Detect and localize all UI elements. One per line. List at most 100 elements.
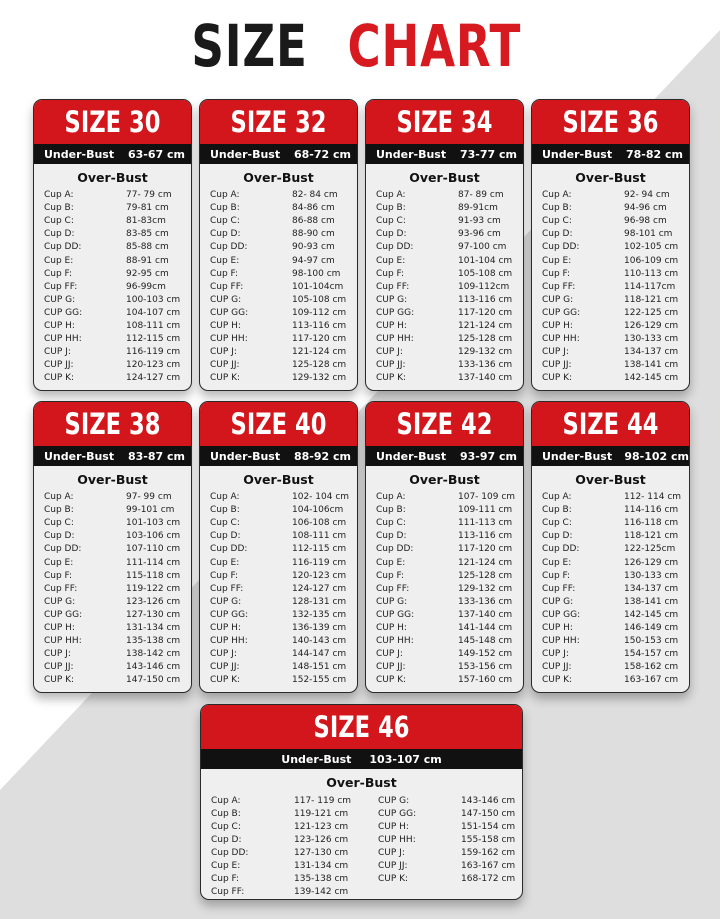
cup-label: CUP H:	[542, 623, 573, 633]
cup-label: CUP H:	[376, 623, 407, 633]
cup-label: Cup D:	[44, 229, 75, 240]
cup-label: Cup DD:	[542, 544, 580, 555]
cup-range: 87- 89 cm	[458, 190, 504, 200]
size-card: SIZE 38 Under-Bust 83-87 cm Over-Bust Cup A:…	[33, 401, 192, 693]
size-title: SIZE 44	[562, 407, 659, 441]
cup-range: 113-116 cm	[458, 294, 513, 305]
cup-label: CUP GG:	[376, 307, 415, 318]
cup-range: 163-167 cm	[624, 675, 679, 686]
cup-label: CUP K:	[44, 675, 75, 686]
cup-range: 129-132 cm	[292, 373, 347, 384]
cup-label: CUP GG:	[542, 307, 581, 318]
cup-range: 135-138 cm	[294, 874, 349, 884]
cup-range: 142-145 cm	[624, 373, 679, 384]
cup-range: 117- 119 cm	[294, 796, 352, 806]
size-card: SIZE 44 Under-Bust 98-102 cm Over-Bust Cup A…	[531, 401, 690, 693]
card-header: SIZE 34	[366, 100, 523, 144]
cup-label: Cup F:	[210, 268, 239, 279]
cup-range: 101-104cm	[292, 281, 344, 292]
cup-label: CUP HH:	[378, 835, 416, 845]
cup-range: 159-162 cm	[461, 848, 516, 858]
cup-range: 98-101 cm	[624, 229, 673, 240]
cup-range: 116-118 cm	[624, 518, 679, 529]
cup-range: 129-132 cm	[458, 347, 513, 358]
cup-range: 82- 84 cm	[292, 190, 338, 200]
cup-range: 88-90 cm	[292, 229, 335, 240]
cup-range: 154-157 cm	[624, 649, 679, 660]
cup-label: Cup DD:	[542, 242, 580, 253]
cup-label: CUP K:	[210, 675, 241, 686]
cup-range: 148-151 cm	[292, 662, 347, 673]
cup-range: 109-111 cm	[458, 505, 513, 516]
cup-label: Cup FF:	[44, 281, 78, 292]
cup-range: 112- 114 cm	[624, 492, 682, 502]
under-bust-value: 98-102 cm	[624, 449, 689, 463]
cup-range: 94-97 cm	[292, 255, 335, 266]
under-bust-band: Under-Bust 98-102 cm	[532, 446, 689, 466]
cup-label: CUP G:	[44, 294, 76, 305]
cup-range: 96-98 cm	[624, 216, 667, 227]
cup-range: 133-136 cm	[458, 596, 513, 607]
cup-label: CUP HH:	[542, 636, 580, 647]
size-title: SIZE 42	[396, 407, 493, 441]
cup-range: 138-142 cm	[126, 649, 181, 660]
cup-range: 112-115 cm	[126, 334, 181, 345]
cup-label: CUP J:	[44, 347, 71, 358]
cup-label: CUP G:	[378, 796, 410, 806]
cup-label: Cup C:	[44, 216, 74, 227]
under-bust-band: Under-Bust 63-67 cm	[34, 144, 191, 164]
cup-range: 135-138 cm	[126, 636, 181, 647]
cup-range: 118-121 cm	[624, 531, 679, 542]
title-word: CHART	[347, 12, 521, 80]
cup-range: 147-150 cm	[126, 675, 181, 686]
cup-label: Cup F:	[542, 268, 571, 279]
over-bust-label: Over-Bust	[409, 472, 480, 487]
cup-range: 150-153 cm	[624, 636, 679, 647]
cup-range: 125-128 cm	[458, 334, 513, 345]
cup-label: CUP JJ:	[542, 360, 572, 371]
page-title: SIZE CHART	[0, 12, 720, 80]
cup-range: 158-162 cm	[624, 662, 679, 673]
cup-range: 79-81 cm	[126, 203, 169, 214]
cup-range: 92-95 cm	[126, 268, 169, 279]
cup-label: CUP JJ:	[44, 662, 74, 673]
over-bust-label: Over-Bust	[575, 472, 646, 487]
cup-label: CUP GG:	[44, 307, 83, 318]
cup-label: Cup FF:	[376, 281, 410, 292]
cup-range: 157-160 cm	[458, 675, 513, 686]
cup-label: Cup A:	[376, 190, 406, 200]
cup-range: 83-85 cm	[126, 229, 169, 240]
cup-label: Cup DD:	[210, 242, 248, 253]
cup-label: CUP H:	[44, 623, 75, 633]
size-card: SIZE 42 Under-Bust 93-97 cm Over-Bust Cup A:…	[365, 401, 524, 693]
cup-range: 127-130 cm	[126, 609, 181, 620]
cup-label: CUP G:	[542, 596, 574, 607]
cup-range: 126-129 cm	[624, 321, 679, 331]
cup-label: Cup E:	[210, 557, 240, 568]
cup-label: Cup D:	[542, 531, 573, 542]
cup-label: CUP HH:	[44, 636, 82, 647]
cup-label: CUP G:	[376, 596, 408, 607]
cup-label: Cup B:	[376, 203, 406, 214]
cup-label: Cup D:	[210, 531, 241, 542]
cup-range: 108-111 cm	[126, 321, 181, 331]
cup-range: 106-108 cm	[292, 518, 347, 529]
cup-label: Cup DD:	[376, 242, 414, 253]
cup-range: 81-83cm	[126, 216, 166, 227]
cup-label: Cup A:	[210, 492, 240, 502]
under-bust-band: Under-Bust 93-97 cm	[366, 446, 523, 466]
cup-range: 151-154 cm	[461, 822, 516, 832]
cup-label: CUP GG:	[210, 307, 249, 318]
cup-label: Cup E:	[542, 255, 572, 266]
cup-range: 124-127 cm	[126, 373, 181, 384]
cup-label: Cup E:	[211, 861, 241, 871]
cup-range: 123-126 cm	[126, 596, 181, 607]
cup-label: Cup F:	[44, 268, 73, 279]
cup-label: Cup E:	[542, 557, 572, 568]
size-title: SIZE 36	[562, 105, 659, 139]
under-bust-label: Under-Bust	[44, 147, 115, 161]
cup-range: 98-100 cm	[292, 268, 341, 279]
cup-range: 144-147 cm	[292, 649, 347, 660]
cup-range: 91-93 cm	[458, 216, 501, 227]
